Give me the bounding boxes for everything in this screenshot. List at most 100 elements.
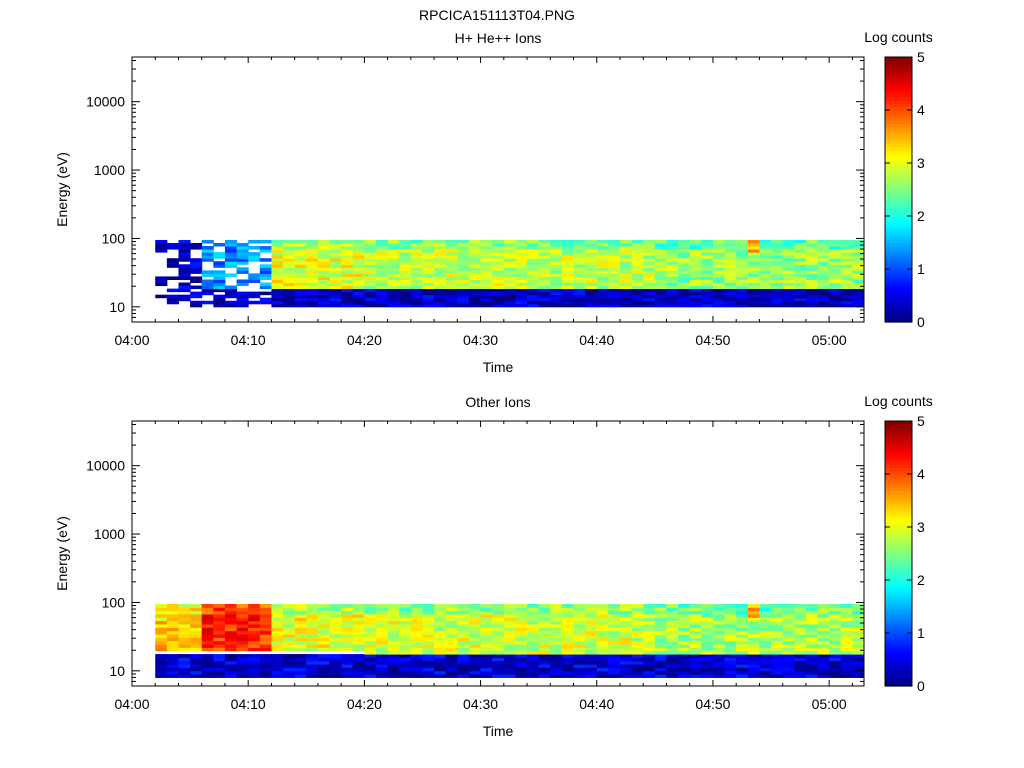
heatmap-cell — [596, 303, 609, 308]
heatmap-cell — [701, 285, 714, 290]
heatmap-cell — [329, 279, 342, 284]
heatmap-cell — [747, 239, 760, 244]
heatmap-cell — [724, 249, 737, 253]
heatmap-cell — [480, 261, 493, 265]
heatmap-cell — [457, 282, 470, 287]
heatmap-cell — [422, 264, 435, 268]
heatmap-cell — [271, 294, 284, 299]
heatmap-cell — [341, 297, 354, 302]
heatmap-cell — [259, 634, 272, 638]
colorbar-step — [885, 133, 912, 138]
heatmap-cell — [271, 627, 284, 632]
heatmap-cell — [701, 644, 714, 648]
heatmap-cell — [771, 285, 784, 290]
heatmap-cell — [666, 261, 679, 265]
heatmap-cell — [643, 610, 656, 615]
heatmap-cell — [248, 291, 261, 296]
heatmap-cell — [759, 264, 772, 268]
heatmap-cell — [689, 674, 702, 678]
heatmap-cell — [445, 620, 458, 625]
heatmap-cell — [573, 674, 586, 678]
heatmap-cell — [457, 670, 470, 675]
heatmap-cell — [782, 660, 795, 665]
heatmap-cell — [817, 610, 830, 615]
heatmap-cell — [724, 252, 737, 256]
colorbar-step — [885, 245, 912, 250]
heatmap-cell — [434, 664, 447, 668]
heatmap-cell — [620, 294, 633, 299]
heatmap-cell — [759, 270, 772, 274]
heatmap-cell — [817, 620, 830, 625]
heatmap-cell — [654, 255, 667, 259]
heatmap-cell — [654, 270, 667, 274]
heatmap-cell — [166, 607, 179, 612]
heatmap-cell — [294, 657, 307, 662]
heatmap-cell — [201, 279, 214, 284]
heatmap-cell — [596, 630, 609, 635]
heatmap-cell — [236, 603, 249, 608]
heatmap-cell — [701, 267, 714, 271]
heatmap-cell — [178, 246, 191, 250]
heatmap-cell — [701, 620, 714, 625]
heatmap-cell — [317, 670, 331, 675]
heatmap-cell — [736, 640, 749, 645]
heatmap-cell — [329, 285, 342, 290]
heatmap-cell — [782, 607, 795, 612]
heatmap-cell — [608, 667, 621, 672]
heatmap-cell — [712, 647, 726, 652]
heatmap-cell — [538, 246, 551, 250]
heatmap-cell — [794, 644, 807, 648]
heatmap-cell — [317, 270, 331, 274]
heatmap-cell — [166, 670, 179, 675]
heatmap-cell — [387, 252, 400, 256]
heatmap-cell — [794, 294, 807, 299]
heatmap-cell — [689, 630, 702, 635]
heatmap-cell — [829, 276, 842, 280]
heatmap-cell — [341, 285, 354, 290]
colorbar-step — [885, 179, 912, 184]
heatmap-cell — [492, 243, 505, 247]
heatmap-cell — [596, 252, 609, 256]
heatmap-cell — [561, 270, 575, 274]
heatmap-cell — [259, 264, 272, 268]
heatmap-cell — [352, 297, 365, 302]
heatmap-cell — [538, 644, 551, 648]
heatmap-cell — [608, 603, 621, 608]
heatmap-cell — [422, 291, 435, 296]
heatmap-cell — [620, 644, 633, 648]
heatmap-cell — [178, 620, 191, 625]
heatmap-cell — [736, 285, 749, 290]
heatmap-cell — [573, 255, 586, 259]
colorbar-step — [885, 639, 912, 644]
heatmap-cell — [224, 300, 238, 305]
x-tick-label: 04:00 — [114, 332, 149, 348]
heatmap-cell — [550, 674, 563, 678]
heatmap-cell — [236, 640, 249, 645]
heatmap-cell — [515, 607, 528, 612]
heatmap-cell — [271, 291, 284, 296]
heatmap-cell — [771, 650, 784, 655]
colorbar-tick-label: 4 — [917, 466, 925, 482]
heatmap-cell — [747, 624, 760, 628]
heatmap-cell — [782, 243, 795, 247]
colorbar-step — [885, 143, 912, 148]
heatmap-cell — [306, 255, 319, 259]
heatmap-cell — [236, 267, 249, 271]
heatmap-cell — [759, 255, 772, 259]
heatmap-cell — [805, 288, 819, 293]
heatmap-cell — [782, 670, 795, 675]
heatmap-cell — [817, 640, 830, 645]
colorbar-step — [885, 239, 912, 244]
heatmap-cell — [271, 267, 284, 271]
heatmap-cell — [620, 276, 633, 280]
heatmap-cell — [794, 303, 807, 308]
heatmap-cell — [550, 617, 563, 622]
heatmap-cell — [213, 279, 226, 284]
heatmap-cell — [573, 239, 586, 244]
heatmap-cell — [782, 300, 795, 305]
heatmap-cell — [794, 640, 807, 645]
heatmap-cell — [678, 670, 691, 675]
heatmap-cell — [701, 297, 714, 302]
heatmap-cell — [422, 647, 435, 652]
